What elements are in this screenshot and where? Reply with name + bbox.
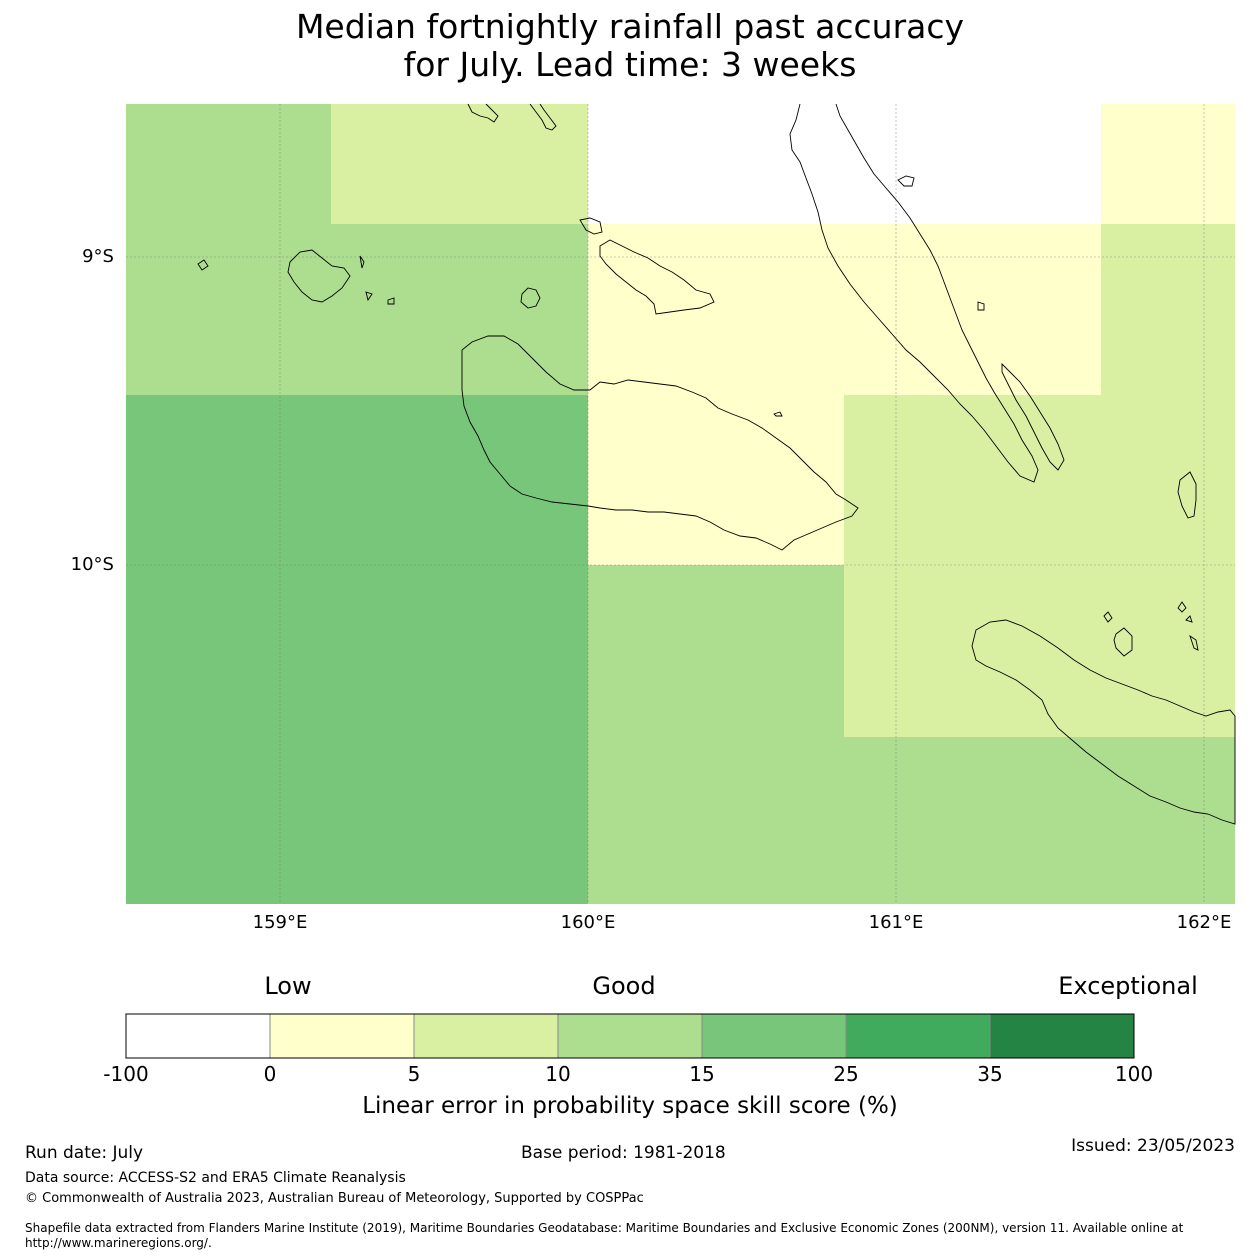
cell [126, 104, 331, 224]
colorbar-category-good: Good [592, 972, 656, 1000]
colorbar-swatch [270, 1014, 414, 1058]
coastline-florida-islands [579, 217, 603, 235]
colorbar-label: Linear error in probability space skill … [362, 1093, 898, 1119]
shapefile-credit-line2: http://www.marineregions.org/. [25, 1236, 212, 1250]
colorbar-category-exceptional: Exceptional [1058, 972, 1198, 1000]
coastline-islet [1185, 615, 1193, 623]
coastline-islet [520, 287, 541, 309]
cell [126, 395, 588, 904]
coastlines [197, 103, 1236, 825]
lat-label: 9°S [82, 246, 114, 267]
coastline-islet [1189, 634, 1199, 651]
coastline-islet [365, 291, 373, 302]
graticule [126, 104, 1235, 904]
cell [588, 565, 844, 904]
cell [588, 395, 844, 565]
coastline-islet [1177, 471, 1197, 519]
colorbar-swatch [414, 1014, 558, 1058]
cell [126, 224, 588, 395]
coastline-islet [1113, 627, 1133, 657]
colorbar-tick: -100 [103, 1062, 149, 1086]
cell [844, 737, 1235, 904]
coastline-small-malaita [1001, 362, 1065, 471]
colorbar-tick: 100 [1114, 1062, 1154, 1086]
shapefile-credit-line1: Shapefile data extracted from Flanders M… [25, 1221, 1184, 1235]
lon-label: 159°E [252, 912, 308, 933]
colorbar-tick: 5 [407, 1062, 421, 1086]
colorbar-swatch [702, 1014, 846, 1058]
colorbar-swatch [990, 1014, 1134, 1058]
map-title-line2: for July. Lead time: 3 weeks [403, 45, 857, 84]
coastline-makira [971, 619, 1236, 825]
skill-grid [126, 104, 1235, 904]
cell [1101, 224, 1235, 395]
lon-label: 160°E [560, 912, 616, 933]
coastline-top-islet [467, 103, 499, 123]
issued-date: Issued: 23/05/2023 [1071, 1136, 1235, 1156]
cell [1101, 104, 1235, 224]
cell [588, 104, 1101, 224]
colorbar-tick: 35 [977, 1062, 1003, 1086]
base-period: Base period: 1981-2018 [521, 1143, 726, 1163]
colorbar-tick: 0 [263, 1062, 277, 1086]
coastline-top-islet [529, 103, 557, 131]
lon-label: 161°E [868, 912, 924, 933]
run-date: Run date: July [25, 1143, 144, 1163]
colorbar-swatch [126, 1014, 270, 1058]
coastline-central-islands [599, 239, 715, 315]
coastline-islet [387, 297, 395, 305]
coastline-islet [197, 259, 209, 271]
colorbar-swatch [558, 1014, 702, 1058]
coastline-islet [773, 411, 783, 417]
cell [844, 565, 1235, 737]
coastline-malaita [789, 103, 1039, 483]
colorbar-tick: 10 [545, 1062, 571, 1086]
lat-label: 10°S [70, 554, 114, 575]
colorbar [125, 1013, 1135, 1059]
coastline-russell-islands [287, 249, 351, 303]
coastline-islet [1103, 611, 1113, 623]
coastline-islet [897, 175, 915, 187]
coastline-guadalcanal [461, 335, 859, 551]
cell [588, 224, 1101, 395]
coastline-islet [359, 255, 365, 269]
colorbar-swatch [846, 1014, 990, 1058]
cell [844, 395, 1235, 565]
data-source: Data source: ACCESS-S2 and ERA5 Climate … [25, 1170, 406, 1186]
colorbar-tick: 15 [689, 1062, 715, 1086]
cell [331, 104, 588, 224]
lon-label: 162°E [1176, 912, 1232, 933]
colorbar-frame [125, 1013, 1135, 1059]
colorbar-tick: 25 [833, 1062, 859, 1086]
coastline-islet [977, 301, 985, 311]
map-title-line1: Median fortnightly rainfall past accurac… [295, 7, 965, 46]
copyright: © Commonwealth of Australia 2023, Austra… [25, 1191, 644, 1206]
colorbar-category-low: Low [264, 972, 312, 1000]
coastline-islet [1177, 601, 1187, 613]
